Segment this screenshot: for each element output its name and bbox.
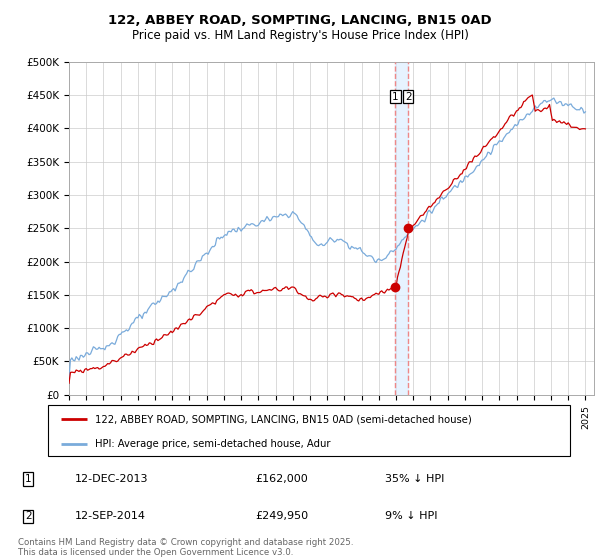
Text: 122, ABBEY ROAD, SOMPTING, LANCING, BN15 0AD (semi-detached house): 122, ABBEY ROAD, SOMPTING, LANCING, BN15…: [95, 414, 472, 424]
Bar: [395, 62, 408, 395]
Text: 12-SEP-2014: 12-SEP-2014: [74, 511, 145, 521]
FancyBboxPatch shape: [48, 405, 570, 456]
Text: £162,000: £162,000: [255, 474, 308, 484]
Text: 1: 1: [25, 474, 31, 484]
Text: 2: 2: [405, 92, 412, 101]
Text: HPI: Average price, semi-detached house, Adur: HPI: Average price, semi-detached house,…: [95, 438, 331, 449]
Text: 12-DEC-2013: 12-DEC-2013: [74, 474, 148, 484]
Text: £249,950: £249,950: [255, 511, 308, 521]
Text: Price paid vs. HM Land Registry's House Price Index (HPI): Price paid vs. HM Land Registry's House …: [131, 29, 469, 42]
Text: Contains HM Land Registry data © Crown copyright and database right 2025.
This d: Contains HM Land Registry data © Crown c…: [18, 538, 353, 557]
Text: 9% ↓ HPI: 9% ↓ HPI: [385, 511, 437, 521]
Text: 2: 2: [25, 511, 31, 521]
Text: 122, ABBEY ROAD, SOMPTING, LANCING, BN15 0AD: 122, ABBEY ROAD, SOMPTING, LANCING, BN15…: [108, 14, 492, 27]
Text: 35% ↓ HPI: 35% ↓ HPI: [385, 474, 444, 484]
Text: 1: 1: [392, 92, 398, 101]
